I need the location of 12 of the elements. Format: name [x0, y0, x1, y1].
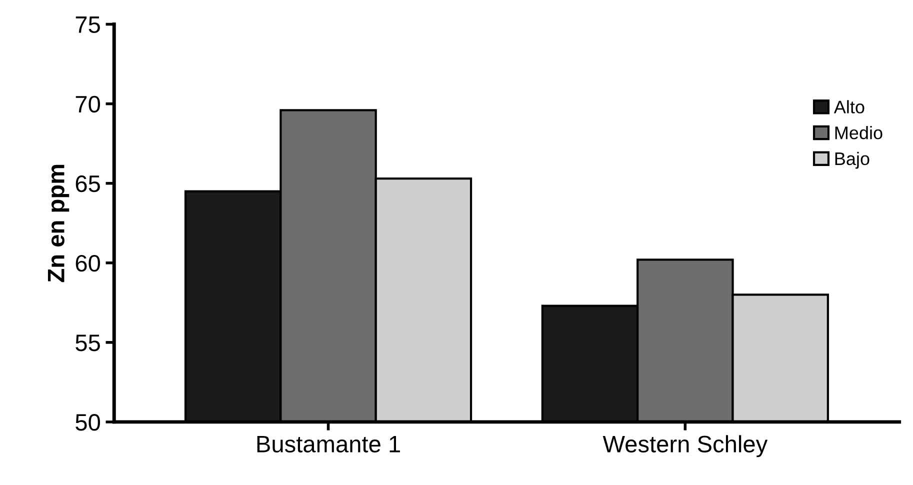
- legend-label: Alto: [834, 100, 864, 114]
- y-tick-label: 75: [76, 16, 100, 34]
- y-tick-label: 65: [76, 175, 100, 192]
- y-tick-label: 55: [76, 334, 100, 352]
- y-axis-title: Zn en ppm: [48, 164, 70, 282]
- y-tick-label: 60: [76, 254, 100, 272]
- x-tick-label: Bustamante 1: [257, 436, 400, 452]
- legend-label: Medio: [835, 126, 882, 140]
- y-tick-label: 70: [76, 96, 100, 113]
- x-tick-label: Western Schley: [602, 435, 768, 458]
- y-tick-label: 50: [76, 414, 100, 431]
- legend-label: Bajo: [835, 152, 870, 169]
